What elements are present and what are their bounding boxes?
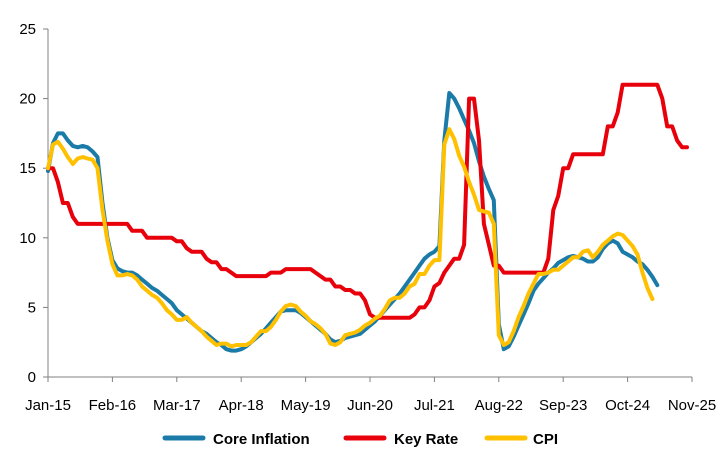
legend-label: CPI: [533, 431, 558, 448]
legend-label: Key Rate: [394, 431, 458, 448]
legend-item-cpi: CPI: [484, 431, 558, 448]
x-tick-label: Nov-25: [668, 397, 716, 414]
x-tick-label: Jan-15: [25, 397, 71, 414]
x-axis: Jan-15 Feb-16 Mar-17 Apr-18 May-19 Jun-20 Jul-…: [25, 376, 716, 414]
y-axis: 0 5 10 15 20 25: [19, 21, 49, 386]
x-tick-label: Aug-22: [475, 397, 523, 414]
x-tick-label: May-19: [281, 397, 331, 414]
x-tick-label: Mar-17: [153, 397, 201, 414]
series-line-cpi: [46, 127, 655, 349]
y-tick-label: 25: [19, 21, 36, 38]
series-line-key-rate: [46, 82, 689, 320]
legend: Core Inflation Key Rate CPI: [162, 431, 558, 448]
x-tick-label: Oct-24: [605, 397, 650, 414]
legend-item-key-rate: Key Rate: [343, 431, 458, 448]
x-tick-label: Sep-23: [539, 397, 587, 414]
x-tick-label: Jul-21: [414, 397, 455, 414]
x-tick-label: Apr-18: [219, 397, 264, 414]
x-tick-label: Jun-20: [347, 397, 393, 414]
series-line-core-inflation: [46, 91, 660, 353]
y-tick-label: 5: [28, 299, 36, 316]
y-tick-label: 20: [19, 91, 36, 108]
legend-label: Core Inflation: [213, 431, 310, 448]
legend-item-core-inflation: Core Inflation: [162, 431, 310, 448]
y-tick-label: 0: [28, 369, 36, 386]
y-tick-label: 15: [19, 160, 36, 177]
x-tick-label: Feb-16: [89, 397, 137, 414]
y-tick-label: 10: [19, 230, 36, 247]
series-layer: [46, 82, 689, 353]
